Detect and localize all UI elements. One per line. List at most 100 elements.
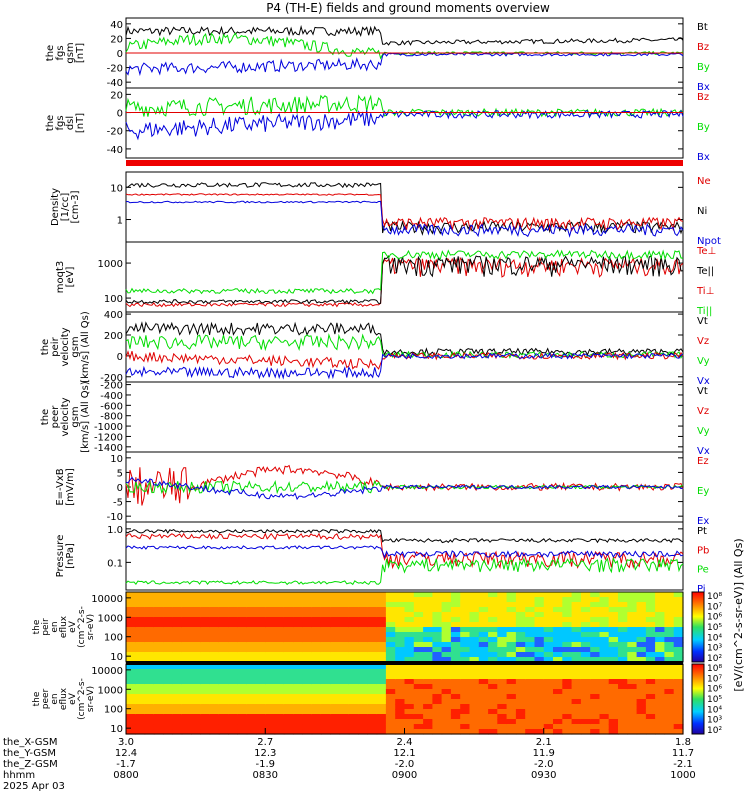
spectrogram-cell bbox=[423, 669, 433, 675]
y-tick-label: 1000 bbox=[98, 685, 123, 696]
spectrogram-cell bbox=[506, 652, 517, 658]
spectrogram-cell bbox=[228, 602, 238, 608]
spectrogram-cell bbox=[191, 652, 201, 658]
spectrogram-cell bbox=[599, 652, 610, 658]
spectrogram-cell bbox=[497, 694, 508, 700]
spectrogram-cell bbox=[645, 657, 656, 663]
spectrogram-cell bbox=[413, 724, 424, 730]
colorbar-tick-label: 10⁵ bbox=[707, 623, 722, 633]
spectrogram-cell bbox=[218, 612, 229, 618]
spectrogram-cell bbox=[515, 694, 526, 700]
spectrogram-cell bbox=[200, 607, 211, 613]
spectrogram-cell bbox=[144, 617, 155, 623]
legend-entry: Vt bbox=[697, 316, 708, 327]
spectrogram-cell bbox=[395, 632, 406, 638]
spectrogram-cell bbox=[618, 714, 628, 720]
spectrogram-cell bbox=[580, 669, 591, 675]
spectrogram-cell bbox=[395, 699, 406, 705]
series-line-vt bbox=[125, 321, 684, 357]
spectrogram-cell bbox=[311, 612, 322, 618]
y-tick-label: 1000 bbox=[98, 259, 123, 270]
spectrogram-cell bbox=[163, 704, 173, 710]
spectrogram-cell bbox=[645, 627, 656, 633]
spectrogram-cell bbox=[330, 617, 341, 623]
spectrogram-cell bbox=[376, 669, 387, 675]
spectrogram-cell bbox=[246, 632, 257, 638]
spectrogram-cell bbox=[246, 664, 257, 670]
spectrogram-cell bbox=[645, 719, 656, 725]
spectrogram-cell bbox=[358, 592, 368, 598]
spectrogram-cell bbox=[385, 704, 396, 710]
spectrogram-cell bbox=[534, 729, 545, 735]
spectrogram-cell bbox=[432, 729, 443, 735]
spectrogram-cell bbox=[385, 729, 396, 735]
spectrogram-cell bbox=[525, 729, 536, 735]
spectrogram-cell bbox=[385, 652, 396, 658]
spectrogram-cell bbox=[265, 674, 276, 680]
spectrogram-cell bbox=[218, 669, 229, 675]
spectrogram-cell bbox=[358, 657, 368, 663]
spectrogram-cell bbox=[488, 612, 498, 618]
spectrogram-cell bbox=[311, 622, 322, 628]
spectrogram-cell bbox=[664, 612, 675, 618]
spectrogram-cell bbox=[673, 627, 684, 633]
spectrogram-cell bbox=[237, 674, 248, 680]
spectrogram-cell bbox=[580, 684, 591, 690]
spectrogram-cell bbox=[395, 679, 406, 685]
spectrogram-cell bbox=[367, 699, 378, 705]
spectrogram-cell bbox=[534, 637, 545, 643]
spectrogram-cell bbox=[627, 607, 638, 613]
spectrogram-cell bbox=[274, 622, 285, 628]
spectrogram-cell bbox=[339, 714, 350, 720]
legend-entry: Pi bbox=[697, 584, 706, 595]
spectrogram-cell bbox=[293, 622, 303, 628]
spectrogram-cell bbox=[200, 729, 211, 735]
spectrogram-cell bbox=[636, 617, 647, 623]
spectrogram-cell bbox=[358, 684, 368, 690]
spectrogram-cell bbox=[228, 704, 238, 710]
spectrogram-cell bbox=[423, 622, 433, 628]
spectrogram-cell bbox=[450, 622, 461, 628]
spectrogram-cell bbox=[488, 632, 498, 638]
spectrogram-cell bbox=[302, 657, 313, 663]
spectrogram-cell bbox=[515, 597, 526, 603]
spectrogram-cell bbox=[395, 617, 406, 623]
spectrogram-cell bbox=[655, 679, 665, 685]
series-line-vx bbox=[125, 352, 684, 380]
spectrogram-cell bbox=[181, 664, 192, 670]
spectrogram-cell bbox=[460, 622, 471, 628]
spectrogram-cell bbox=[432, 679, 443, 685]
spectrogram-cell bbox=[311, 627, 322, 633]
spectrogram-cell bbox=[506, 627, 517, 633]
y-tick-label: 5 bbox=[117, 468, 123, 479]
spectrogram-cell bbox=[534, 699, 545, 705]
spectrogram-cell bbox=[200, 684, 211, 690]
spectrogram-cell bbox=[135, 689, 146, 695]
spectrogram-cell bbox=[413, 637, 424, 643]
y-axis-label: [1/cc] bbox=[60, 193, 71, 222]
spectrogram-cell bbox=[246, 699, 257, 705]
spectrogram-cell bbox=[460, 602, 471, 608]
spectrogram-cell bbox=[237, 709, 248, 715]
spectrogram-cell bbox=[580, 719, 591, 725]
y-tick-label: -20 bbox=[107, 64, 123, 75]
spectrogram-cell bbox=[673, 664, 684, 670]
spectrogram-cell bbox=[534, 597, 545, 603]
series-line-bt bbox=[125, 24, 684, 46]
spectrogram-cell bbox=[376, 664, 387, 670]
spectrogram-cell bbox=[460, 729, 471, 735]
ephemeris-value: 0830 bbox=[253, 770, 278, 781]
spectrogram-cell bbox=[320, 652, 331, 658]
spectrogram-cell bbox=[283, 612, 294, 618]
spectrogram-cell bbox=[506, 642, 517, 648]
spectrogram-cell bbox=[553, 724, 563, 730]
spectrogram-cell bbox=[450, 632, 461, 638]
spectrogram-cell bbox=[283, 719, 294, 725]
legend-entry: Vy bbox=[697, 356, 710, 367]
spectrogram-cell bbox=[320, 597, 331, 603]
spectrogram-cell bbox=[469, 637, 480, 643]
spectrogram-cell bbox=[302, 709, 313, 715]
spectrogram-cell bbox=[256, 664, 266, 670]
spectrogram-cell bbox=[673, 714, 684, 720]
